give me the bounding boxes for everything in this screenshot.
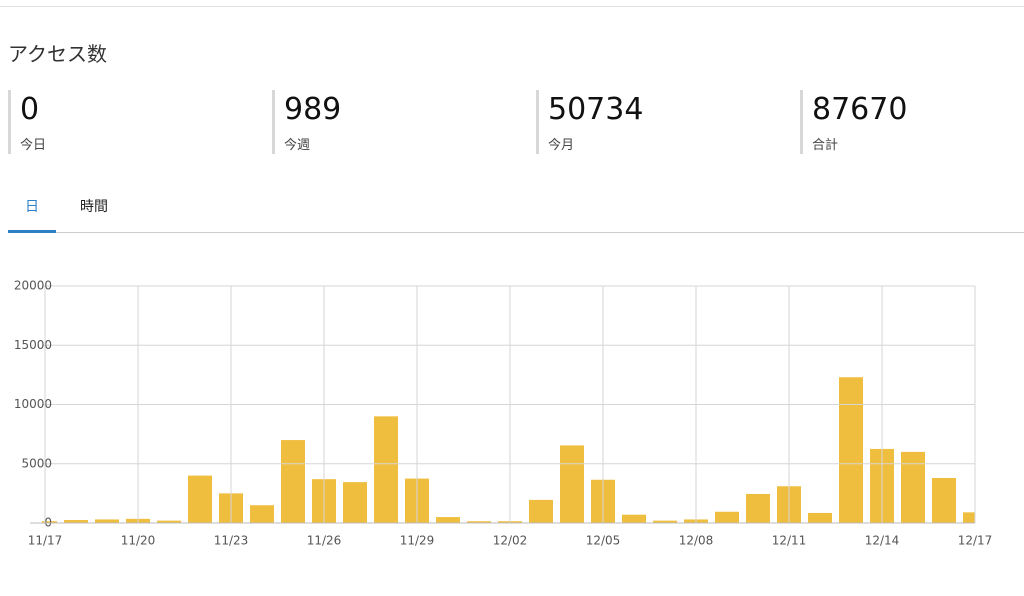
bar	[374, 416, 398, 523]
bar	[963, 512, 975, 523]
stat-value: 87670	[812, 92, 908, 127]
y-tick-label: 15000	[14, 338, 52, 352]
x-tick-label: 12/14	[865, 534, 900, 548]
tab[interactable]: 日	[8, 185, 56, 233]
section-title: アクセス数	[8, 42, 107, 66]
bar	[622, 514, 646, 523]
x-tick-label: 11/29	[400, 534, 435, 548]
stat-label: 今週	[284, 138, 311, 153]
y-tick-label: 20000	[14, 279, 52, 293]
stat-label: 今月	[548, 138, 575, 153]
x-tick-label: 11/20	[121, 534, 156, 548]
bar	[188, 475, 212, 523]
bar	[932, 477, 956, 523]
bar	[64, 520, 88, 523]
x-tick-label: 12/05	[586, 534, 621, 548]
bar	[839, 377, 863, 523]
bar	[95, 519, 119, 523]
x-tick-label: 11/23	[214, 534, 249, 548]
bar	[343, 482, 367, 523]
stat: 989 今週	[272, 90, 524, 154]
tab[interactable]: 時間	[80, 199, 108, 215]
stat-label: 今日	[20, 138, 47, 153]
stat-label: 合計	[812, 138, 839, 153]
x-tick-label: 12/08	[679, 534, 714, 548]
bar	[746, 493, 770, 523]
x-tick-label: 11/17	[28, 534, 63, 548]
bar	[436, 517, 460, 523]
y-tick-label: 10000	[14, 397, 52, 411]
stat: 0 今日	[8, 90, 260, 154]
bar	[42, 521, 57, 523]
bars	[42, 377, 975, 523]
divider	[0, 6, 1024, 7]
stat: 87670 合計	[800, 90, 1024, 154]
stat-value: 989	[284, 92, 342, 127]
x-tick-label: 12/17	[958, 534, 993, 548]
bar	[901, 451, 925, 523]
bar	[157, 520, 181, 523]
bar	[529, 499, 553, 523]
bar	[281, 440, 305, 523]
x-tick-label: 11/26	[307, 534, 342, 548]
bar	[653, 520, 677, 523]
bar	[467, 521, 491, 523]
x-tick-label: 12/11	[772, 534, 807, 548]
x-tick-label: 12/02	[493, 534, 528, 548]
bar	[250, 505, 274, 523]
tab-bar: 日 時間	[8, 185, 1024, 233]
stat-value: 50734	[548, 92, 644, 127]
stat-value: 0	[20, 92, 40, 127]
y-tick-label: 5000	[21, 456, 52, 470]
bar	[715, 511, 739, 523]
bar	[560, 445, 584, 523]
stat: 50734 今月	[536, 90, 788, 154]
bar	[808, 512, 832, 523]
